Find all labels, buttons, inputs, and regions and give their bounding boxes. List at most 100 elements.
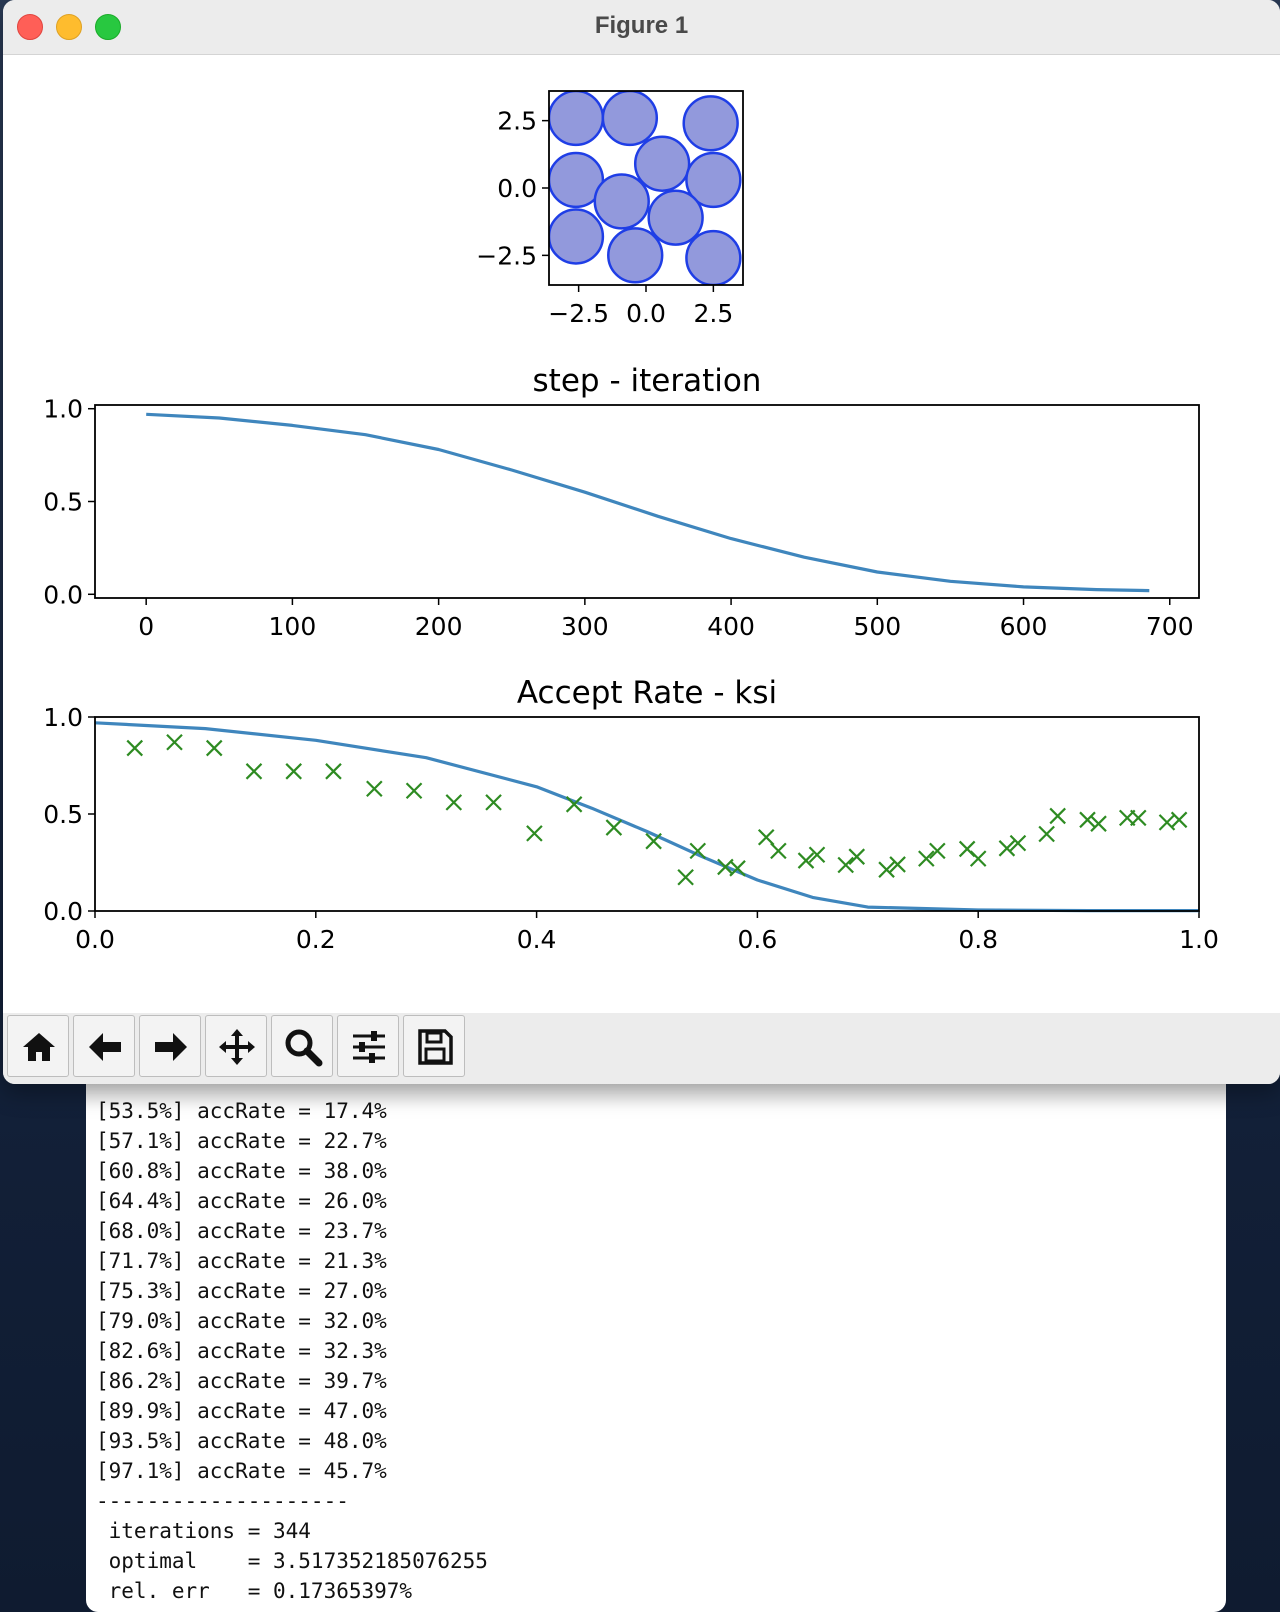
x-tick-label: 400 — [707, 612, 755, 641]
terminal-line: [57.1%] accRate = 22.7% — [96, 1129, 387, 1153]
save-icon — [418, 1029, 453, 1065]
accept-rate-marker — [445, 794, 463, 811]
zoom-rect-button[interactable] — [271, 1015, 333, 1077]
home-button[interactable] — [7, 1015, 69, 1077]
forward-icon — [155, 1033, 187, 1061]
accept-rate-marker — [285, 763, 302, 780]
x-tick-label: 0.6 — [738, 925, 778, 954]
accept-rate-marker — [918, 850, 935, 867]
particle-circle — [607, 227, 664, 284]
accept-rate-marker — [126, 739, 144, 757]
chart-title: step - iteration — [533, 363, 762, 399]
terminal-window[interactable]: [53.5%] accRate = 17.4% [57.1%] accRate =… — [86, 1040, 1226, 1612]
terminal-line: [89.9%] accRate = 47.0% — [96, 1399, 387, 1423]
home-icon — [23, 1033, 55, 1061]
accept-rate-marker — [1130, 809, 1147, 827]
x-tick-label: 300 — [561, 612, 609, 641]
forward-button[interactable] — [139, 1015, 201, 1077]
circles-axes: −2.5 0.0 2.5 2.5 0.0 −2.5 — [476, 90, 744, 328]
accept-rate-marker — [797, 852, 815, 869]
x-tick-label: 2.5 — [693, 299, 733, 328]
accept-rate-marker — [837, 856, 854, 874]
axes-frame — [94, 404, 1200, 599]
figure-window: Figure 1 −2.5 0.0 2.5 2.5 0.0 −2.5 step - ite… — [3, 0, 1280, 1084]
y-tick-label: 1.0 — [43, 395, 83, 424]
circles-group — [549, 91, 742, 285]
y-tick-label: 0.5 — [43, 488, 83, 517]
particle-circle — [549, 91, 605, 147]
zoom-icon — [285, 1029, 323, 1067]
pan-icon — [219, 1029, 255, 1065]
navigation-toolbar — [3, 1013, 1280, 1084]
x-tick-label: 0.2 — [296, 925, 336, 954]
back-icon — [89, 1033, 121, 1061]
step-iteration-axes: step - iteration 0 100 200 300 400 500 600 700 1.… — [43, 363, 1200, 641]
accept-rate-marker — [325, 763, 342, 780]
terminal-line: [53.5%] accRate = 17.4% — [96, 1099, 387, 1123]
x-tick-label: 1.0 — [1179, 925, 1219, 954]
accept-rate-marker — [1090, 815, 1107, 832]
terminal-line: optimal = 3.517352185076255 — [96, 1549, 488, 1573]
accept-rate-marker — [677, 868, 694, 886]
particle-circle — [601, 91, 659, 147]
terminal-line: [64.4%] accRate = 26.0% — [96, 1189, 387, 1213]
configure-subplots-button[interactable] — [337, 1015, 399, 1077]
accept-rate-marker — [998, 840, 1016, 857]
terminal-line: iterations = 344 — [96, 1519, 311, 1543]
accept-rate-marker — [757, 829, 775, 846]
zoom-button[interactable] — [95, 14, 121, 40]
accept-rate-marker — [1170, 811, 1188, 829]
accept-rate-marker — [929, 842, 946, 860]
accept-rate-marker — [565, 796, 583, 813]
minimize-button[interactable] — [56, 14, 82, 40]
accept-rate-marker — [808, 846, 826, 864]
x-tick-label: 0.4 — [517, 925, 557, 954]
accept-rate-marker — [1038, 825, 1055, 843]
accept-rate-marker — [1049, 807, 1066, 825]
x-tick-label: 0.8 — [958, 925, 998, 954]
close-button[interactable] — [17, 14, 43, 40]
particle-circle — [685, 229, 742, 285]
terminal-output: [53.5%] accRate = 17.4% [57.1%] accRate =… — [96, 1096, 488, 1606]
terminal-line: [97.1%] accRate = 45.7% — [96, 1459, 387, 1483]
back-button[interactable] — [73, 1015, 135, 1077]
accept-rate-marker — [878, 861, 895, 878]
accept-rate-marker — [969, 850, 987, 867]
x-tick-label: 500 — [853, 612, 901, 641]
axes-frame — [548, 90, 744, 286]
terminal-line: rel. err = 0.17365397% — [96, 1579, 413, 1603]
pan-button[interactable] — [205, 1015, 267, 1077]
window-title: Figure 1 — [594, 12, 689, 39]
terminal-line: [71.7%] accRate = 21.3% — [96, 1249, 387, 1273]
x-tick-label: 600 — [1000, 612, 1048, 641]
figure-canvas[interactable]: −2.5 0.0 2.5 2.5 0.0 −2.5 step - iteration 0 10… — [3, 0, 1280, 1013]
y-tick-label: 0.0 — [43, 580, 83, 609]
x-tick-label: −2.5 — [548, 299, 609, 328]
particle-circle — [685, 151, 742, 209]
accept-rate-marker — [166, 733, 183, 751]
particle-circle — [647, 189, 704, 246]
particle-circle — [633, 135, 691, 192]
accept-rate-marker — [729, 860, 746, 877]
x-tick-label: 700 — [1146, 612, 1194, 641]
axes-frame — [94, 716, 1200, 912]
y-tick-label: 0.0 — [43, 897, 83, 926]
particle-circle — [549, 208, 605, 265]
accept-rate-marker — [405, 782, 423, 799]
terminal-line: -------------------- — [96, 1489, 349, 1513]
terminal-line: [68.0%] accRate = 23.7% — [96, 1219, 387, 1243]
terminal-line: [86.2%] accRate = 39.7% — [96, 1369, 387, 1393]
y-tick-label: 2.5 — [497, 107, 537, 136]
y-tick-label: 1.0 — [43, 703, 83, 732]
accept-rate-marker — [366, 780, 383, 798]
terminal-line: [60.8%] accRate = 38.0% — [96, 1159, 387, 1183]
chart-title: Accept Rate - ksi — [517, 675, 777, 711]
particle-circle — [682, 95, 739, 152]
accept-rate-marker — [1009, 834, 1027, 852]
accept-rate-marker — [889, 856, 906, 873]
title-bar[interactable]: Figure 1 — [3, 0, 1280, 55]
x-tick-label: 0.0 — [626, 299, 666, 328]
step-series-line — [146, 412, 1150, 593]
save-button[interactable] — [403, 1015, 465, 1077]
accept-rate-marker — [848, 848, 866, 865]
